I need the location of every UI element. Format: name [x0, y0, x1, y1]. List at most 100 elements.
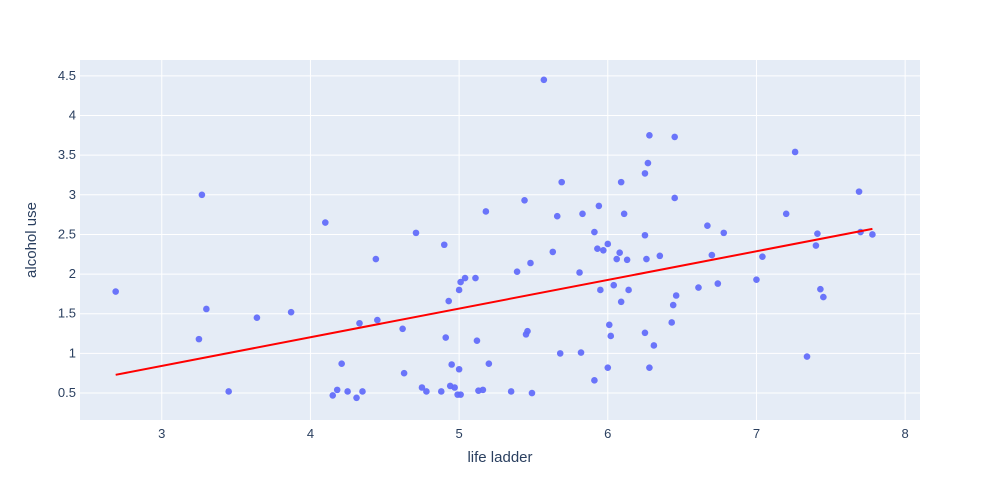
y-tick-label: 0.5	[58, 385, 76, 400]
data-point	[616, 249, 623, 256]
data-point	[623, 256, 631, 264]
data-point	[372, 255, 380, 263]
data-point	[322, 219, 329, 226]
data-point	[329, 392, 337, 399]
data-point	[812, 242, 820, 249]
data-point	[704, 222, 711, 230]
data-point	[485, 360, 493, 368]
data-point	[540, 76, 548, 84]
trendline-group	[115, 227, 873, 376]
data-point	[524, 327, 531, 335]
data-point	[461, 274, 469, 282]
data-point	[556, 350, 564, 357]
data-point	[617, 298, 625, 306]
data-point	[287, 308, 295, 316]
data-point	[448, 361, 455, 368]
data-point	[445, 297, 453, 305]
data-point	[814, 230, 821, 237]
y-tick-label: 2.5	[58, 226, 76, 241]
data-point	[455, 286, 463, 294]
data-point	[613, 255, 621, 263]
data-point	[669, 301, 677, 309]
data-point	[591, 377, 598, 384]
x-tick-label: 6	[604, 426, 611, 441]
data-point	[577, 349, 585, 356]
data-point	[591, 228, 598, 236]
y-tick-label: 1.5	[58, 306, 76, 321]
data-point	[820, 293, 827, 301]
data-point	[353, 394, 360, 402]
trendline	[115, 227, 873, 376]
data-point	[442, 334, 450, 341]
data-point	[513, 268, 521, 276]
data-point	[400, 369, 408, 377]
y-tick-label: 4.5	[58, 68, 76, 83]
data-points	[112, 76, 876, 402]
data-point	[791, 148, 799, 156]
data-point	[646, 132, 653, 139]
data-point	[595, 202, 603, 210]
data-point	[869, 231, 876, 238]
data-point	[782, 210, 790, 218]
data-point	[604, 364, 612, 371]
data-point	[195, 335, 203, 343]
data-point	[437, 388, 445, 395]
data-point	[610, 281, 618, 289]
plot-background	[80, 60, 920, 420]
data-point	[553, 212, 561, 220]
data-point	[479, 386, 487, 394]
data-point	[641, 329, 649, 337]
data-point	[203, 305, 210, 313]
data-point	[440, 241, 448, 249]
data-point	[604, 240, 612, 248]
data-point	[198, 191, 206, 199]
x-tick-label: 3	[158, 426, 165, 441]
data-point	[418, 384, 426, 391]
data-point	[472, 274, 479, 282]
y-tick-label: 3.5	[58, 147, 76, 162]
data-point	[672, 292, 680, 299]
data-point	[457, 278, 464, 286]
data-point	[753, 276, 760, 283]
data-point	[356, 319, 363, 327]
y-axis-title: alcohol use	[23, 202, 40, 278]
data-point	[594, 245, 601, 253]
data-point	[521, 197, 528, 204]
data-point	[597, 286, 604, 294]
y-tick-labels: 0.5 1 1.5 2 2.5 3 3.5 4 4.5	[58, 68, 76, 400]
data-point	[617, 178, 625, 186]
data-point	[671, 194, 678, 202]
data-point	[558, 178, 565, 186]
data-point	[457, 391, 464, 398]
data-point	[507, 388, 515, 395]
x-tick-labels: 3 4 5 6 7 8	[158, 426, 909, 441]
gridlines	[80, 60, 920, 420]
data-point	[451, 384, 458, 391]
data-point	[708, 251, 716, 259]
data-point	[817, 285, 824, 293]
data-point	[527, 259, 534, 267]
data-point	[399, 325, 406, 333]
data-point	[412, 229, 420, 237]
y-tick-label: 1	[69, 345, 76, 360]
data-point	[333, 386, 341, 394]
data-point	[656, 252, 664, 260]
data-point	[374, 316, 381, 324]
data-point	[671, 133, 678, 141]
data-point	[600, 247, 607, 254]
data-point	[625, 286, 632, 294]
data-point	[225, 388, 232, 395]
data-point	[641, 231, 649, 239]
x-tick-label: 7	[753, 426, 760, 441]
x-tick-label: 8	[902, 426, 909, 441]
data-point	[650, 342, 658, 349]
data-point	[641, 170, 649, 177]
data-point	[338, 360, 345, 368]
data-point	[579, 210, 586, 218]
data-point	[620, 210, 628, 218]
data-point	[359, 388, 366, 395]
data-point	[423, 388, 430, 395]
y-tick-label: 2	[69, 266, 76, 281]
data-point	[714, 280, 722, 287]
data-point	[646, 364, 653, 371]
